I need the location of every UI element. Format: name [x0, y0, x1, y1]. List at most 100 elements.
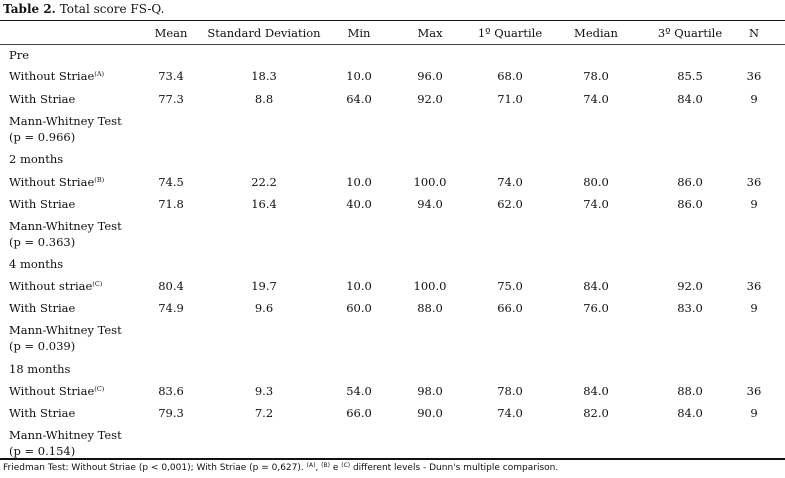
table-cell: 10.0: [346, 69, 372, 83]
row-label: Without Striae(C): [9, 384, 105, 398]
row-label: With Striae: [9, 92, 76, 106]
table-cell: 83.6: [158, 384, 184, 398]
table-cell: 64.0: [346, 92, 372, 106]
section-label: 2 months: [9, 152, 64, 166]
table-cell: 60.0: [346, 301, 372, 315]
table-cell: 9: [750, 406, 758, 420]
row-label: With Striae: [9, 301, 76, 315]
table-cell: 10.0: [346, 175, 372, 189]
test-name: Mann-Whitney Test: [9, 323, 122, 337]
table-footnote: Friedman Test: Without Striae (p < 0,001…: [3, 462, 559, 474]
test-result: Mann-Whitney Test (p = 0.363): [9, 218, 122, 250]
bottom-rule: [0, 458, 785, 460]
table-cell: 84.0: [583, 384, 609, 398]
row-label: Without striae(C): [9, 279, 103, 293]
test-name: Mann-Whitney Test: [9, 114, 122, 128]
table-cell: 90.0: [417, 406, 443, 420]
table-cell: 62.0: [497, 197, 523, 211]
table-cell: 36: [746, 384, 762, 398]
table-cell: 86.0: [677, 175, 703, 189]
table-cell: 100.0: [413, 175, 447, 189]
table-cell: 96.0: [417, 69, 443, 83]
table-cell: 84.0: [677, 92, 703, 106]
table-cell: 92.0: [417, 92, 443, 106]
test-p-value: (p = 0.966): [9, 130, 76, 144]
table-cell: 22.2: [251, 175, 277, 189]
table-cell: 79.3: [158, 406, 184, 420]
table-cell: 77.3: [158, 92, 184, 106]
table-cell: 73.4: [158, 69, 184, 83]
table-cell: 40.0: [346, 197, 372, 211]
table-cell: 9: [750, 92, 758, 106]
table-cell: 66.0: [346, 406, 372, 420]
table-cell: 74.0: [497, 175, 523, 189]
table-cell: 74.0: [497, 406, 523, 420]
column-header: Median: [574, 26, 618, 40]
table-cell: 66.0: [497, 301, 523, 315]
header-rule: [0, 44, 785, 45]
row-label: Without Striae(B): [9, 175, 105, 189]
section-label: 18 months: [9, 362, 71, 376]
table-cell: 94.0: [417, 197, 443, 211]
table-cell: 8.8: [254, 92, 274, 106]
table-cell: 74.0: [583, 92, 609, 106]
section-label: Pre: [9, 48, 30, 62]
table-cell: 85.5: [677, 69, 703, 83]
test-p-value: (p = 0.363): [9, 235, 76, 249]
column-header: N: [748, 26, 760, 40]
table-cell: 78.0: [583, 69, 609, 83]
group-superscript: (A): [94, 70, 105, 78]
table-cell: 74.5: [158, 175, 184, 189]
table-cell: 19.7: [251, 279, 277, 293]
table-cell: 98.0: [417, 384, 443, 398]
table-cell: 71.0: [497, 92, 523, 106]
table-cell: 9.6: [254, 301, 274, 315]
test-result: Mann-Whitney Test (p = 0.154): [9, 427, 122, 459]
table-cell: 18.3: [251, 69, 277, 83]
table-cell: 74.9: [158, 301, 184, 315]
section-label: 4 months: [9, 257, 64, 271]
test-name: Mann-Whitney Test: [9, 219, 122, 233]
table-cell: 68.0: [497, 69, 523, 83]
table-cell: 76.0: [583, 301, 609, 315]
table-cell: 36: [746, 69, 762, 83]
table-cell: 71.8: [158, 197, 184, 211]
table-cell: 80.0: [583, 175, 609, 189]
column-header: 3º Quartile: [657, 26, 723, 40]
test-result: Mann-Whitney Test (p = 0.966): [9, 113, 122, 145]
table-cell: 9: [750, 197, 758, 211]
table-cell: 82.0: [583, 406, 609, 420]
group-superscript: (C): [92, 280, 103, 288]
table-cell: 88.0: [417, 301, 443, 315]
table-cell: 84.0: [583, 279, 609, 293]
table-cell: 88.0: [677, 384, 703, 398]
table-cell: 54.0: [346, 384, 372, 398]
table-cell: 75.0: [497, 279, 523, 293]
table-cell: 84.0: [677, 406, 703, 420]
row-label: With Striae: [9, 197, 76, 211]
column-header: Mean: [154, 26, 188, 40]
column-header: Standard Deviation: [207, 26, 321, 40]
table-cell: 7.2: [254, 406, 274, 420]
table-cell: 83.0: [677, 301, 703, 315]
table-cell: 36: [746, 279, 762, 293]
table-cell: 36: [746, 175, 762, 189]
group-superscript: (B): [94, 176, 105, 184]
row-label: Without Striae(A): [9, 69, 105, 83]
table-cell: 10.0: [346, 279, 372, 293]
group-superscript: (C): [94, 385, 105, 393]
test-result: Mann-Whitney Test (p = 0.039): [9, 322, 122, 354]
table-cell: 9: [750, 301, 758, 315]
table-caption: Table 2. Total score FS-Q.: [3, 2, 164, 16]
table-title: Total score FS-Q.: [59, 2, 165, 16]
column-header: 1º Quartile: [477, 26, 543, 40]
test-p-value: (p = 0.154): [9, 444, 76, 458]
table-cell: 16.4: [251, 197, 277, 211]
test-p-value: (p = 0.039): [9, 339, 76, 353]
table-cell: 86.0: [677, 197, 703, 211]
test-name: Mann-Whitney Test: [9, 428, 122, 442]
row-label: With Striae: [9, 406, 76, 420]
table-cell: 100.0: [413, 279, 447, 293]
column-header: Max: [417, 26, 443, 40]
table-cell: 74.0: [583, 197, 609, 211]
